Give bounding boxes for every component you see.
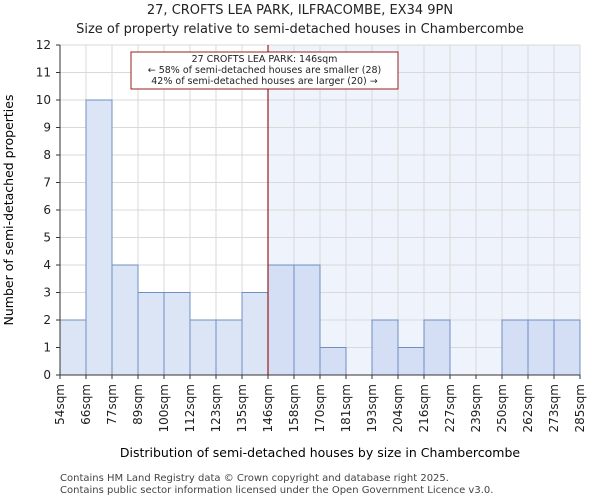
- bar: [267, 264, 295, 376]
- x-tick-label: 273sqm: [547, 384, 561, 432]
- x-tick-label: 227sqm: [443, 384, 457, 432]
- x-tick-label: 135sqm: [235, 384, 249, 432]
- annotation-frame: [130, 51, 399, 90]
- y-tick-label: 0: [43, 368, 51, 382]
- x-tick-label: 100sqm: [157, 384, 171, 432]
- x-tick-label: 146sqm: [261, 384, 275, 432]
- bar: [527, 319, 555, 376]
- x-tick-label: 262sqm: [521, 384, 535, 432]
- x-tick-label: 123sqm: [209, 384, 223, 432]
- footer-line-1: Contains HM Land Registry data © Crown c…: [60, 473, 449, 484]
- y-tick-label: 4: [43, 258, 51, 272]
- y-tick-label: 7: [43, 176, 51, 190]
- x-tick-label: 112sqm: [183, 384, 197, 432]
- x-tick-label: 216sqm: [417, 384, 431, 432]
- bar: [241, 292, 269, 376]
- x-tick-label: 181sqm: [339, 384, 353, 432]
- y-tick-label: 8: [43, 148, 51, 162]
- x-tick-label: 204sqm: [391, 384, 405, 432]
- footer-line-2: Contains public sector information licen…: [60, 485, 494, 496]
- chart-subtitle: Size of property relative to semi-detach…: [76, 22, 524, 37]
- bar: [215, 319, 243, 376]
- x-tick-label: 285sqm: [573, 384, 587, 432]
- bar: [319, 347, 347, 376]
- y-axis-label: Number of semi-detached properties: [1, 95, 16, 326]
- bar: [553, 319, 581, 376]
- bar: [111, 264, 139, 376]
- y-tick-label: 9: [43, 121, 51, 135]
- y-tick-label: 1: [43, 341, 51, 355]
- y-tick-label: 2: [43, 313, 51, 327]
- annotation-line-3: 42% of semi-detached houses are larger (…: [151, 76, 378, 87]
- chart-title: 27, CROFTS LEA PARK, ILFRACOMBE, EX34 9P…: [146, 3, 454, 18]
- bar: [189, 319, 217, 376]
- x-tick-label: 54sqm: [53, 384, 67, 425]
- x-tick-label: 250sqm: [495, 384, 509, 432]
- bar: [163, 292, 191, 376]
- x-tick-label: 77sqm: [105, 384, 119, 425]
- y-tick-label: 3: [43, 286, 51, 300]
- bar: [59, 319, 87, 376]
- bar: [501, 319, 529, 376]
- y-tick-label: 5: [43, 231, 51, 245]
- annotation-line-1: 27 CROFTS LEA PARK: 146sqm: [192, 54, 338, 65]
- bar: [371, 319, 399, 376]
- y-tick-label: 10: [36, 93, 51, 107]
- bar: [293, 264, 321, 376]
- bar: [137, 292, 165, 376]
- bar: [397, 347, 425, 376]
- annotation-box: 27 CROFTS LEA PARK: 146sqm ← 58% of semi…: [130, 51, 399, 90]
- x-tick-label: 193sqm: [365, 384, 379, 432]
- y-tick-label: 12: [36, 38, 51, 52]
- annotation-line-2: ← 58% of semi-detached houses are smalle…: [148, 65, 382, 76]
- x-axis-label: Distribution of semi-detached houses by …: [120, 445, 521, 460]
- y-tick-label: 11: [36, 66, 51, 80]
- y-tick-label: 6: [43, 203, 51, 217]
- x-tick-label: 170sqm: [313, 384, 327, 432]
- bar: [423, 319, 451, 376]
- bar: [85, 99, 113, 376]
- x-tick-label: 239sqm: [469, 384, 483, 432]
- x-tick-label: 158sqm: [287, 384, 301, 432]
- x-tick-label: 66sqm: [79, 384, 93, 425]
- x-tick-label: 89sqm: [131, 384, 145, 425]
